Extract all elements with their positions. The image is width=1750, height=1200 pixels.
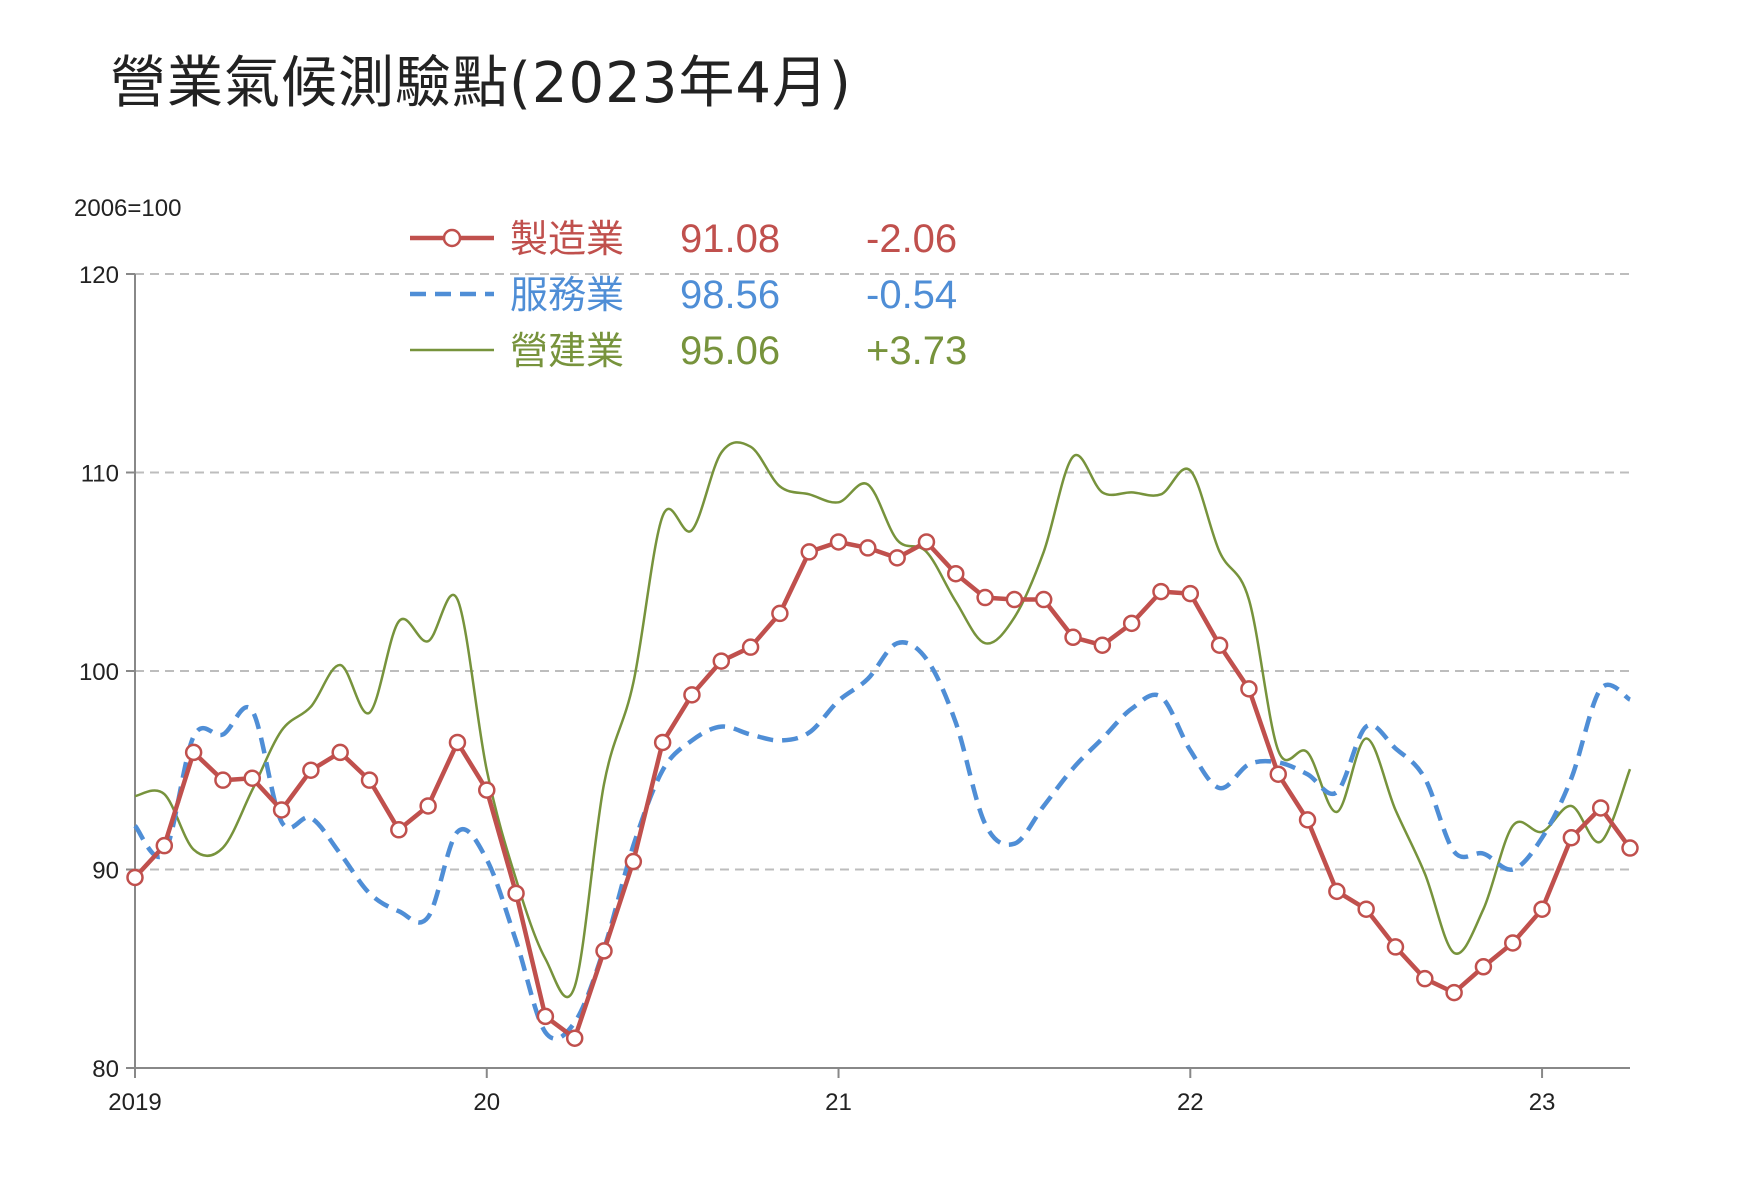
legend-item: 服務業 98.56 -0.54: [410, 273, 957, 317]
data-point: [1386, 938, 1405, 956]
data-point: [360, 771, 379, 789]
data-point: [1298, 811, 1317, 829]
data-point: [184, 743, 203, 762]
data-point: [478, 781, 496, 799]
data-point: [1269, 765, 1287, 783]
series-layer: [126, 441, 1639, 1047]
data-point: [419, 797, 437, 815]
y-tick-label: 100: [79, 659, 119, 686]
data-point: [448, 733, 467, 752]
legend-change-value: -2.06: [866, 217, 957, 261]
legend-series-name: 服務業: [510, 273, 624, 317]
x-tick-label: 22: [1177, 1089, 1204, 1116]
legend-series-name: 營建業: [510, 329, 624, 373]
data-point: [888, 549, 906, 567]
data-point: [126, 868, 144, 887]
data-point: [1034, 590, 1053, 609]
legend-latest-value: 98.56: [680, 273, 780, 317]
data-point: [1562, 828, 1581, 847]
y-tick-label: 80: [92, 1056, 119, 1083]
data-point: [1005, 590, 1024, 609]
data-point: [302, 761, 320, 779]
legend-series-name: 製造業: [510, 217, 624, 261]
data-point: [1474, 958, 1493, 976]
legend-item: 營建業 95.06 +3.73: [410, 329, 967, 373]
data-point: [1533, 900, 1551, 918]
data-point: [1504, 934, 1522, 952]
data-point: [741, 638, 760, 656]
data-point: [829, 533, 848, 551]
data-point: [1064, 628, 1082, 647]
data-point: [947, 564, 965, 583]
legend-latest-value: 95.06: [680, 329, 780, 373]
data-point: [243, 769, 261, 787]
data-point: [624, 852, 643, 871]
data-point: [272, 801, 291, 819]
data-point: [917, 533, 936, 551]
data-point: [771, 604, 789, 623]
grid-lines: [135, 273, 1630, 871]
data-point: [1621, 839, 1639, 857]
data-point: [1122, 614, 1141, 633]
data-point: [712, 652, 731, 670]
data-point: [653, 733, 672, 752]
data-point: [1591, 799, 1610, 817]
y-tick-label: 90: [92, 858, 119, 885]
data-point: [390, 821, 408, 839]
legend-item: 製造業 91.08 -2.06: [410, 217, 957, 261]
y-tick-label: 110: [81, 461, 119, 488]
data-point: [155, 836, 174, 855]
data-point: [976, 588, 994, 607]
data-point: [1181, 584, 1200, 603]
data-point: [507, 884, 525, 903]
data-point: [1445, 983, 1463, 1002]
data-point: [536, 1007, 555, 1026]
data-point: [1240, 680, 1258, 698]
data-point: [565, 1029, 584, 1047]
x-tick-label: 20: [473, 1089, 500, 1116]
axes: 80 90 100 110 120 2019 20 21 22 23: [79, 262, 1630, 1116]
x-tick-label: 23: [1529, 1089, 1556, 1116]
data-point: [1416, 969, 1434, 988]
legend-swatch-marker: [442, 228, 462, 248]
data-point: [1093, 636, 1112, 654]
data-point: [800, 543, 818, 561]
series-0: [126, 533, 1639, 1047]
y-tick-label: 120: [79, 262, 119, 289]
x-tick-label: 2019: [108, 1089, 161, 1116]
x-tick-label: 21: [825, 1089, 852, 1116]
data-point: [1357, 900, 1375, 918]
series-line-services: [133, 640, 1632, 1041]
legend-change-value: +3.73: [866, 329, 967, 373]
legend: 製造業 91.08 -2.06 服務業 98.56 -0.54 營建業 95.06 +3.73: [410, 217, 967, 373]
data-point: [214, 771, 232, 789]
series-line-manufacturing: [133, 539, 1632, 1041]
series-2: [134, 441, 1632, 999]
data-point: [1152, 582, 1170, 601]
legend-change-value: -0.54: [866, 273, 957, 317]
unit-label: 2006=100: [74, 195, 181, 222]
data-point: [859, 539, 877, 557]
series-line-construction: [134, 441, 1632, 999]
legend-latest-value: 91.08: [680, 217, 780, 261]
data-point: [331, 743, 349, 762]
data-point: [595, 942, 613, 960]
data-point: [1210, 636, 1229, 654]
chart-title: 營業氣候測驗點(2023年4月): [110, 51, 852, 116]
data-point: [1328, 882, 1346, 901]
data-point: [683, 686, 701, 704]
series-1: [133, 640, 1632, 1041]
